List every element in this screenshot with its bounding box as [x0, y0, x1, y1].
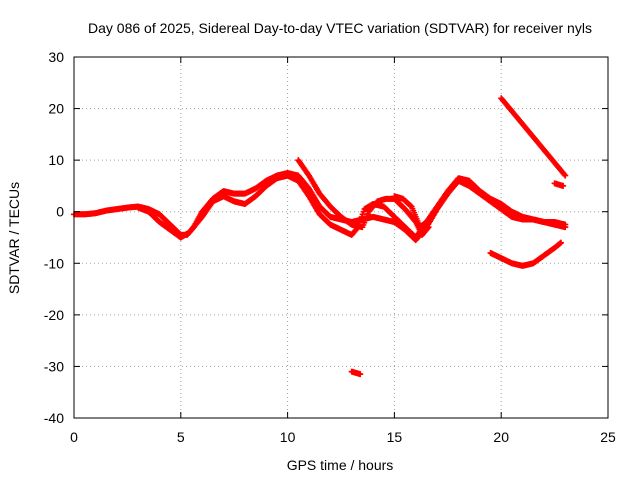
grid-lines	[74, 57, 608, 418]
data-point	[558, 239, 565, 246]
x-axis-label: GPS time / hours	[287, 457, 394, 473]
y-axis-label: SDTVAR / TECUs	[6, 182, 22, 294]
data-point	[424, 225, 431, 232]
series-track-f	[551, 180, 567, 189]
x-tick-label: 0	[70, 429, 78, 445]
x-tick-label: 15	[387, 429, 403, 445]
data-point	[562, 172, 569, 179]
data-point	[560, 182, 567, 189]
x-tick-label: 10	[280, 429, 296, 445]
y-tick-label: 30	[48, 49, 64, 65]
data-point	[425, 224, 432, 231]
chart-title: Day 086 of 2025, Sidereal Day-to-day VTE…	[88, 20, 592, 36]
x-tick-label: 5	[177, 429, 185, 445]
plot-frame	[73, 56, 609, 419]
y-tick-label: 10	[48, 152, 64, 168]
x-tick-label: 20	[493, 429, 509, 445]
series-track-d	[391, 193, 430, 231]
axis-ticks: 0 5 10 15 20 25 -40 -30 -20 -10 0 10 20 30	[44, 49, 616, 445]
y-tick-label: -40	[44, 410, 64, 426]
series-track-h	[348, 368, 364, 378]
y-tick-label: -10	[44, 255, 64, 271]
data-point	[562, 221, 569, 228]
y-tick-label: -30	[44, 358, 64, 374]
data-point	[357, 371, 364, 378]
series-track-e	[498, 95, 569, 179]
data-point	[423, 219, 430, 226]
x-tick-label: 25	[600, 429, 616, 445]
data-points	[71, 95, 569, 378]
series-track-g	[487, 239, 565, 269]
data-point	[561, 171, 568, 178]
y-tick-label: -20	[44, 307, 64, 323]
y-tick-label: 20	[48, 101, 64, 117]
series-track-a	[71, 170, 569, 244]
y-tick-label: 0	[56, 204, 64, 220]
series-track-b	[135, 172, 569, 241]
